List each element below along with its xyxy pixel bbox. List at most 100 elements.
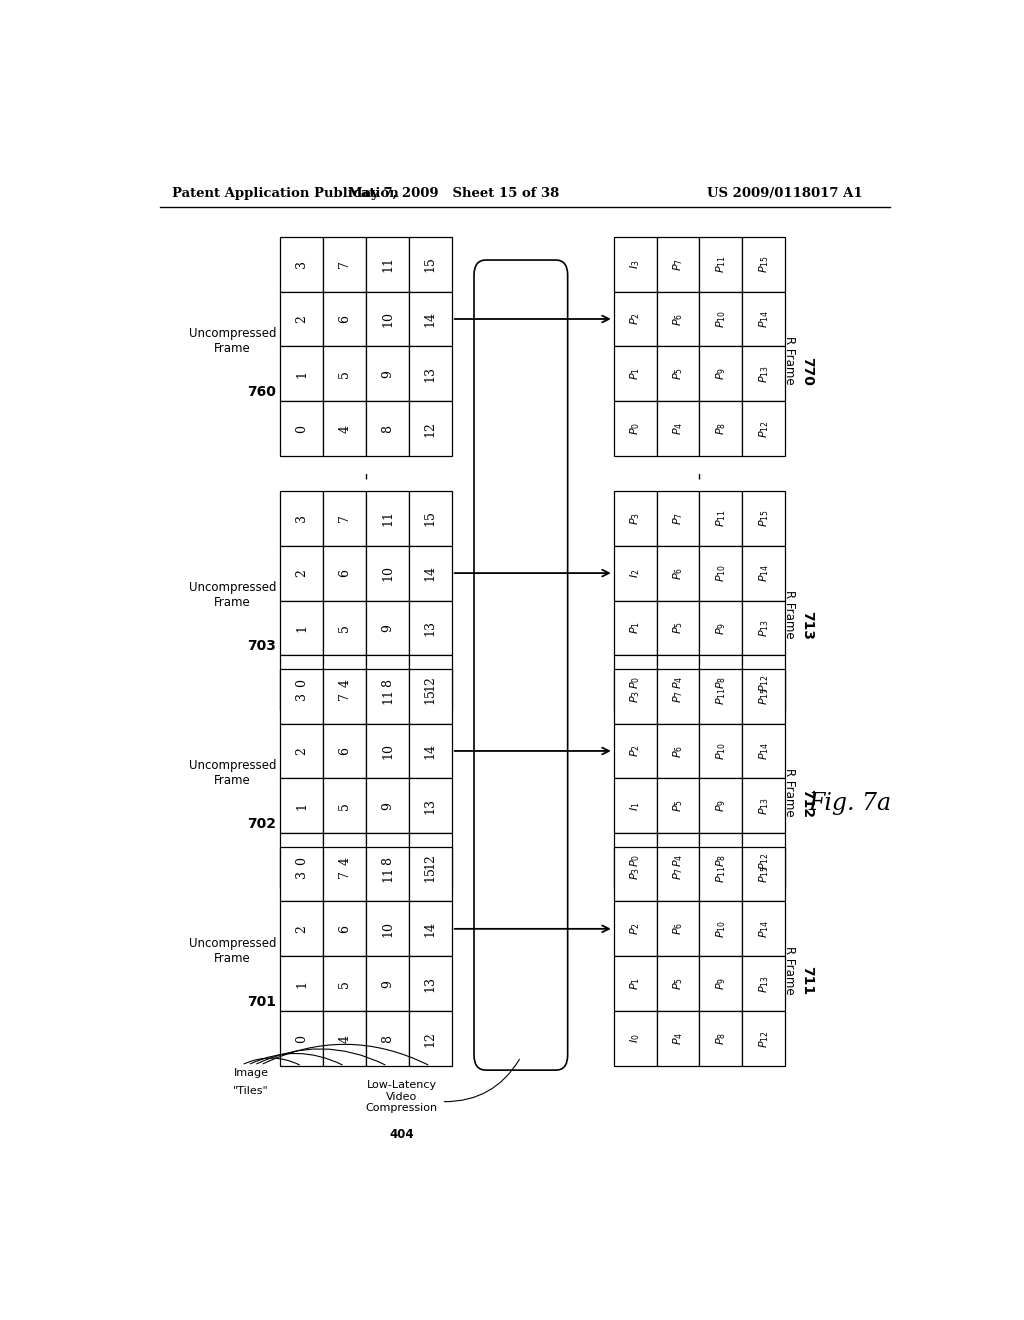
- Bar: [656, 401, 699, 457]
- Bar: [409, 846, 452, 902]
- Bar: [742, 236, 785, 292]
- Text: 3: 3: [295, 870, 308, 878]
- Bar: [367, 292, 409, 346]
- FancyBboxPatch shape: [474, 260, 567, 1071]
- Bar: [613, 669, 656, 723]
- Text: 9: 9: [381, 803, 394, 809]
- Bar: [656, 833, 699, 888]
- Bar: [699, 779, 742, 833]
- Text: 7: 7: [338, 870, 351, 878]
- Text: 7: 7: [338, 260, 351, 268]
- Text: 770: 770: [801, 356, 814, 385]
- Text: $P_{15}$: $P_{15}$: [757, 688, 771, 705]
- Bar: [742, 401, 785, 457]
- Bar: [656, 779, 699, 833]
- Bar: [656, 346, 699, 401]
- Text: Fig. 7a: Fig. 7a: [809, 792, 892, 816]
- Bar: [656, 669, 699, 723]
- Bar: [367, 346, 409, 401]
- Bar: [367, 601, 409, 656]
- Text: 9: 9: [381, 979, 394, 987]
- FancyArrowPatch shape: [250, 1053, 342, 1065]
- Text: 404: 404: [389, 1127, 414, 1140]
- Bar: [613, 956, 656, 1011]
- Text: 5: 5: [338, 624, 351, 632]
- Text: 6: 6: [338, 315, 351, 323]
- Text: 10: 10: [381, 743, 394, 759]
- Bar: [613, 545, 656, 601]
- Text: $P_{14}$: $P_{14}$: [757, 742, 771, 760]
- Text: $P_5$: $P_5$: [671, 800, 685, 812]
- FancyArrowPatch shape: [244, 1059, 299, 1065]
- Text: 760: 760: [248, 385, 276, 399]
- Text: US 2009/0118017 A1: US 2009/0118017 A1: [708, 187, 863, 201]
- Text: 701: 701: [248, 995, 276, 1008]
- Text: $P_{15}$: $P_{15}$: [757, 510, 771, 527]
- Bar: [742, 779, 785, 833]
- Text: R Frame: R Frame: [783, 337, 797, 385]
- Bar: [324, 346, 367, 401]
- Bar: [324, 1011, 367, 1067]
- Text: $I_1$: $I_1$: [628, 801, 642, 810]
- Text: $P_3$: $P_3$: [628, 512, 642, 524]
- Text: $P_3$: $P_3$: [628, 689, 642, 702]
- Text: 0: 0: [295, 1035, 308, 1043]
- Bar: [742, 545, 785, 601]
- Bar: [281, 491, 324, 545]
- Text: 11: 11: [381, 866, 394, 882]
- Text: 8: 8: [381, 857, 394, 865]
- Bar: [699, 1011, 742, 1067]
- Text: 12: 12: [424, 421, 437, 437]
- Text: 12: 12: [424, 675, 437, 690]
- Bar: [324, 236, 367, 292]
- Text: 4: 4: [338, 1035, 351, 1043]
- Text: $P_3$: $P_3$: [628, 867, 642, 880]
- Bar: [613, 601, 656, 656]
- Text: 1: 1: [295, 370, 308, 378]
- Bar: [324, 723, 367, 779]
- Text: 6: 6: [338, 925, 351, 933]
- Bar: [742, 723, 785, 779]
- Bar: [367, 1011, 409, 1067]
- Bar: [367, 846, 409, 902]
- Text: 15: 15: [424, 256, 437, 272]
- Bar: [324, 545, 367, 601]
- Text: 12: 12: [424, 853, 437, 869]
- Bar: [613, 491, 656, 545]
- Bar: [656, 292, 699, 346]
- Text: $P_2$: $P_2$: [628, 744, 642, 758]
- Text: $P_8$: $P_8$: [714, 676, 728, 689]
- Text: $P_{14}$: $P_{14}$: [757, 920, 771, 939]
- Text: 13: 13: [424, 975, 437, 991]
- Text: $P_{13}$: $P_{13}$: [757, 974, 771, 993]
- Bar: [742, 669, 785, 723]
- Bar: [656, 723, 699, 779]
- Text: 14: 14: [424, 921, 437, 937]
- Text: $P_6$: $P_6$: [671, 313, 685, 326]
- Text: $P_4$: $P_4$: [671, 1032, 685, 1045]
- Bar: [656, 846, 699, 902]
- Text: Patent Application Publication: Patent Application Publication: [172, 187, 398, 201]
- Bar: [613, 723, 656, 779]
- Bar: [367, 236, 409, 292]
- Text: 8: 8: [381, 678, 394, 686]
- Text: 2: 2: [295, 315, 308, 323]
- Bar: [324, 601, 367, 656]
- Bar: [613, 1011, 656, 1067]
- Bar: [699, 669, 742, 723]
- Bar: [281, 601, 324, 656]
- Text: 14: 14: [424, 743, 437, 759]
- Bar: [324, 902, 367, 956]
- Bar: [409, 1011, 452, 1067]
- Text: 15: 15: [424, 866, 437, 882]
- Text: 14: 14: [424, 312, 437, 327]
- Bar: [742, 956, 785, 1011]
- Text: 1: 1: [295, 624, 308, 632]
- Text: 6: 6: [338, 747, 351, 755]
- Text: 14: 14: [424, 565, 437, 581]
- Bar: [409, 833, 452, 888]
- Text: $P_6$: $P_6$: [671, 744, 685, 758]
- Bar: [699, 902, 742, 956]
- Bar: [699, 491, 742, 545]
- Text: 3: 3: [295, 515, 308, 523]
